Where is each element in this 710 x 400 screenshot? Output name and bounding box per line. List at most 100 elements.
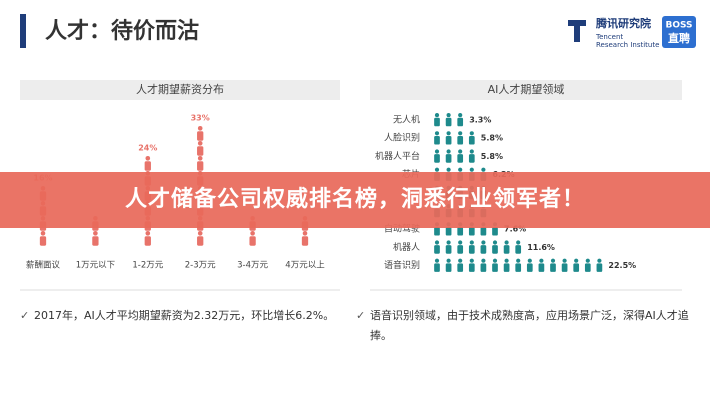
icon-body bbox=[197, 146, 204, 156]
title-accent bbox=[20, 14, 26, 48]
icon-body bbox=[457, 154, 464, 163]
icon-body bbox=[468, 154, 475, 163]
icon-body bbox=[445, 245, 452, 254]
icon-body bbox=[445, 117, 452, 127]
value-label: 22.5% bbox=[608, 261, 636, 270]
icon-body bbox=[573, 263, 580, 272]
icon-body bbox=[39, 236, 47, 246]
icon-body bbox=[197, 161, 204, 171]
icon-head bbox=[458, 113, 463, 118]
logo-en: Tencent bbox=[595, 33, 623, 41]
icon-body bbox=[457, 226, 464, 236]
x-tick-label: 4万元以上 bbox=[285, 261, 325, 271]
icon-body bbox=[197, 236, 204, 246]
value-label: 5.8% bbox=[481, 134, 503, 143]
icon-body bbox=[434, 263, 440, 272]
icon-body bbox=[480, 263, 487, 272]
icon-head bbox=[516, 240, 521, 245]
icon-head bbox=[434, 131, 440, 136]
icon-head bbox=[446, 149, 451, 154]
icon-head bbox=[197, 126, 203, 131]
icon-body bbox=[538, 263, 545, 272]
icon-head bbox=[446, 131, 451, 136]
icon-head bbox=[302, 231, 308, 236]
icon-body bbox=[503, 263, 510, 272]
icon-body bbox=[468, 263, 475, 272]
x-tick-label: 薪酬面议 bbox=[26, 260, 61, 271]
icon-body bbox=[434, 117, 440, 127]
icon-head bbox=[434, 149, 440, 154]
icon-head bbox=[197, 141, 203, 146]
icon-body bbox=[434, 226, 440, 236]
y-tick-label: 机器人平台 bbox=[375, 150, 420, 162]
icon-body bbox=[561, 263, 568, 272]
icon-head bbox=[504, 258, 509, 263]
icon-head bbox=[145, 231, 151, 236]
banner: 人才储备公司权威排名榜，洞悉行业领军者！ bbox=[0, 172, 710, 228]
icon-head bbox=[481, 258, 486, 263]
icon-head bbox=[469, 240, 474, 245]
pictogram-row bbox=[434, 258, 603, 272]
pictogram-row bbox=[434, 149, 475, 163]
icon-head bbox=[516, 258, 521, 263]
icon-head bbox=[446, 258, 451, 263]
icon-head bbox=[434, 258, 440, 263]
note-text: 2017年，AI人才平均期望薪资为2.32万元，环比增长6.2%。 bbox=[34, 309, 335, 322]
icon-body bbox=[596, 263, 603, 272]
value-label: 7.6% bbox=[504, 225, 526, 234]
icon-body bbox=[445, 263, 452, 272]
icon-head bbox=[446, 240, 451, 245]
chart-title: 人才期望薪资分布 bbox=[136, 82, 224, 96]
icon-head bbox=[458, 240, 463, 245]
icon-head bbox=[446, 167, 451, 172]
icon-body bbox=[550, 263, 556, 272]
note-text: 语音识别领域，由于技术成熟度高，应用场景广泛，深得AI人才追捧。 bbox=[370, 309, 689, 342]
y-tick-label: 人脸识别 bbox=[384, 132, 420, 144]
icon-body bbox=[92, 236, 99, 246]
icon-head bbox=[458, 167, 463, 172]
x-tick-label: 3-4万元 bbox=[237, 261, 268, 271]
note: ✓ 语音识别领域，由于技术成熟度高，应用场景广泛，深得AI人才追捧。 bbox=[356, 309, 689, 342]
icon-head bbox=[550, 258, 556, 263]
icon-body bbox=[492, 226, 498, 236]
y-tick-label: 无人机 bbox=[393, 114, 420, 126]
icon-body bbox=[515, 245, 522, 254]
icon-body bbox=[515, 263, 522, 272]
icon-head bbox=[434, 113, 440, 118]
x-tick-label: 2-3万元 bbox=[185, 261, 216, 271]
pictogram-row bbox=[434, 113, 464, 127]
icon-head bbox=[434, 240, 440, 245]
icon-head bbox=[250, 231, 255, 236]
y-tick-label: 机器人 bbox=[393, 241, 420, 253]
value-label: 5.8% bbox=[481, 152, 503, 161]
icon-body bbox=[503, 245, 510, 254]
icon-head bbox=[469, 167, 474, 172]
pictogram-row bbox=[434, 131, 475, 145]
icon-body bbox=[434, 135, 440, 145]
icon-head bbox=[585, 258, 590, 263]
icon-body bbox=[468, 226, 475, 236]
note: ✓ 2017年，AI人才平均期望薪资为2.32万元，环比增长6.2%。 bbox=[20, 309, 335, 322]
icon-body bbox=[434, 245, 440, 254]
badge-bottom: 直聘 bbox=[668, 31, 690, 45]
icon-body bbox=[144, 161, 151, 171]
icon-head bbox=[93, 231, 98, 236]
icon-body bbox=[144, 236, 151, 246]
icon-body bbox=[457, 263, 464, 272]
value-label: 24% bbox=[138, 144, 157, 153]
icon-body bbox=[492, 245, 498, 254]
icon-head bbox=[492, 258, 498, 263]
icon-body bbox=[249, 236, 256, 246]
value-label: 33% bbox=[191, 114, 210, 123]
icon-head bbox=[145, 156, 151, 161]
logo-cn: 腾讯研究院 bbox=[596, 16, 651, 30]
icon-head bbox=[504, 240, 509, 245]
value-label: 11.6% bbox=[527, 243, 555, 252]
icon-head bbox=[492, 240, 498, 245]
icon-body bbox=[468, 135, 475, 145]
panel-header bbox=[370, 80, 682, 100]
panel-header bbox=[20, 80, 340, 100]
icon-head bbox=[597, 258, 602, 263]
